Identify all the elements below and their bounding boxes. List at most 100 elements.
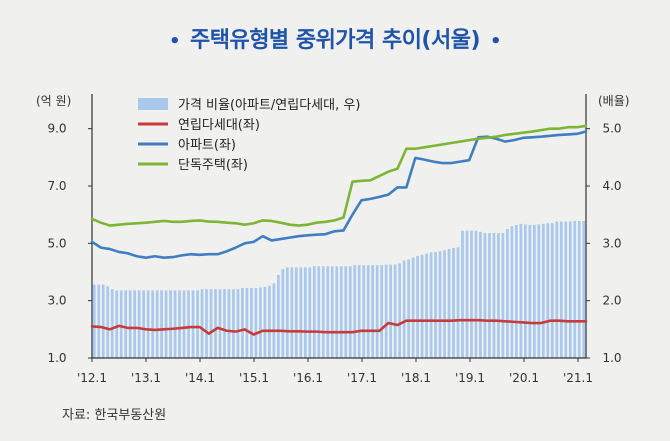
page-title: • 주택유형별 중위가격 추이(서울) • [0,22,670,54]
ratio-bar [326,266,330,358]
ratio-bar [160,290,163,358]
legend-label: 아파트(좌) [178,138,236,153]
ratio-bar [497,233,500,358]
ratio-bar [344,266,348,358]
ratio-bar [384,264,388,358]
ratio-bar [524,224,527,358]
ratio-bar [146,290,150,358]
ratio-bar [470,230,473,358]
ratio-bar [209,289,213,358]
ratio-bar [214,289,217,358]
ratio-bar [398,263,401,358]
ratio-bar [281,269,285,358]
ratio-bar [277,274,280,358]
ratio-bar [452,247,455,358]
ratio-bar [128,290,132,358]
ratio-bar [218,289,222,358]
ratio-bar [533,224,536,358]
ratio-bar [335,266,339,358]
ratio-bar [559,221,563,358]
ratio-bar [375,265,379,358]
y-right-tick-label: 2.0 [602,294,621,308]
ratio-bar [223,289,226,358]
ratio-bar [357,265,361,358]
x-tick-label: '12.1 [77,371,107,385]
ratio-bar [366,265,370,358]
x-tick-label: '13.1 [131,371,161,385]
ratio-bar [461,230,464,358]
ratio-bar [110,289,114,358]
ratio-bar [272,283,276,358]
ratio-bar [474,230,478,358]
ratio-bar [438,251,442,358]
legend-swatch [138,98,168,110]
x-tick-label: '15.1 [239,371,269,385]
ratio-bar [182,290,186,358]
y-right-tick-label: 5.0 [602,122,621,136]
ratio-bar [339,266,343,358]
ratio-bar [106,286,110,358]
ratio-bar [142,290,145,358]
series-line [90,130,588,259]
ratio-bar [263,286,267,358]
title-dot-right: • [490,31,502,52]
ratio-bar [380,265,384,358]
x-tick-label: '21.1 [563,371,593,385]
ratio-bar [169,290,172,358]
ratio-bar [443,250,446,358]
ratio-bar [119,290,123,358]
ratio-bar [299,267,303,358]
x-tick-label: '17.1 [347,371,377,385]
ratio-bar [483,233,487,358]
ratio-bar [250,288,253,358]
ratio-bar [465,230,469,358]
series-line [90,318,588,336]
ratio-bar [411,257,415,358]
series-line [90,124,588,227]
ratio-bar [151,290,154,358]
ratio-bar [290,267,294,358]
ratio-bar [407,259,410,358]
y-left-tick-label: 7.0 [47,179,66,193]
ratio-bar [506,229,509,358]
x-tick-label: '16.1 [293,371,323,385]
ratio-bar [393,264,397,358]
ratio-bar [137,290,141,358]
ratio-bar [492,233,496,358]
y-left-tick-label: 9.0 [47,122,66,136]
ratio-bar [115,290,119,358]
ratio-bar [187,290,190,358]
ratio-bar [402,260,406,358]
ratio-bar [133,290,137,358]
chart-title: 주택유형별 중위가격 추이(서울) [189,28,481,53]
ratio-bar [573,220,577,358]
ratio-bar [582,220,586,358]
ratio-bar [416,255,419,358]
y-left-tick-label: 3.0 [47,294,66,308]
legend-label: 단독주택(좌) [178,158,248,173]
ratio-bar [479,231,482,358]
ratio-bar [196,290,199,358]
ratio-bar [456,247,460,358]
ratio-bars [92,220,586,358]
ratio-bar [510,226,514,358]
ratio-bar [425,253,428,358]
ratio-bar [227,289,231,358]
ratio-bar [92,284,96,358]
y-left-tick-label: 1.0 [47,351,66,365]
ratio-bar [164,290,168,358]
ratio-bar [528,224,532,358]
y-right-tick-label: 1.0 [602,351,621,365]
ratio-bar [317,266,321,358]
x-tick-label: '19.1 [455,371,485,385]
ratio-bar [294,267,298,358]
ratio-bar [564,221,568,358]
ratio-bar [555,221,559,358]
ratio-bar [101,284,105,358]
ratio-bar [353,265,357,358]
ratio-bar [362,265,366,358]
ratio-bar [303,267,307,358]
ratio-bar [371,265,375,358]
y-right-tick-label: 4.0 [602,179,621,193]
